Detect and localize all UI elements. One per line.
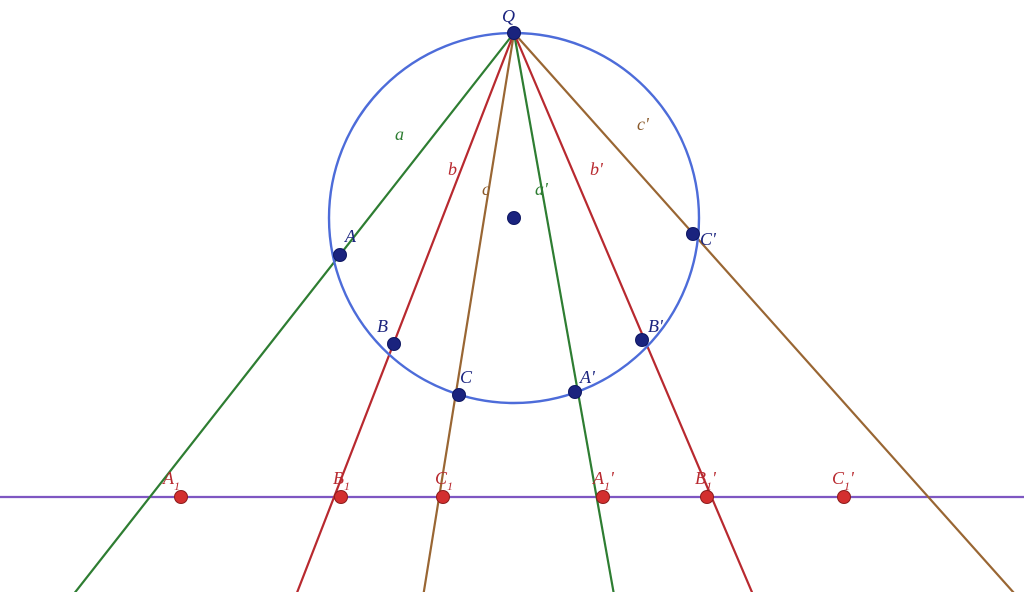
point-Bp	[636, 334, 649, 347]
label-Ap: A'	[579, 367, 596, 387]
line-label-c: c	[482, 179, 490, 199]
label-B1: B1	[333, 468, 350, 493]
label-C1p: C1'	[832, 468, 855, 493]
label-B1p: B1'	[695, 468, 717, 493]
point-B	[388, 338, 401, 351]
label-Cp: C'	[700, 229, 717, 249]
label-Bp: B'	[648, 316, 664, 336]
line-label-ap: a'	[535, 179, 549, 199]
label-B: B	[377, 316, 388, 336]
point-C	[453, 389, 466, 402]
point-Ap	[569, 386, 582, 399]
label-A: A	[344, 226, 357, 246]
line-c	[398, 33, 514, 592]
label-C1: C1	[435, 468, 453, 493]
line-ap	[514, 33, 642, 592]
line-label-b: b	[448, 159, 457, 179]
label-A1: A1	[162, 468, 180, 493]
line-cp	[514, 33, 1024, 592]
label-C: C	[460, 367, 473, 387]
point-A	[334, 249, 347, 262]
label-Q: Q	[502, 6, 515, 26]
line-b	[236, 33, 514, 592]
point-Q	[508, 27, 521, 40]
line-label-bp: b'	[590, 159, 604, 179]
line-label-a: a	[395, 124, 404, 144]
line-label-cp: c'	[637, 114, 650, 134]
point-Cp	[687, 228, 700, 241]
point-center	[508, 212, 521, 225]
line-bp	[514, 33, 820, 592]
